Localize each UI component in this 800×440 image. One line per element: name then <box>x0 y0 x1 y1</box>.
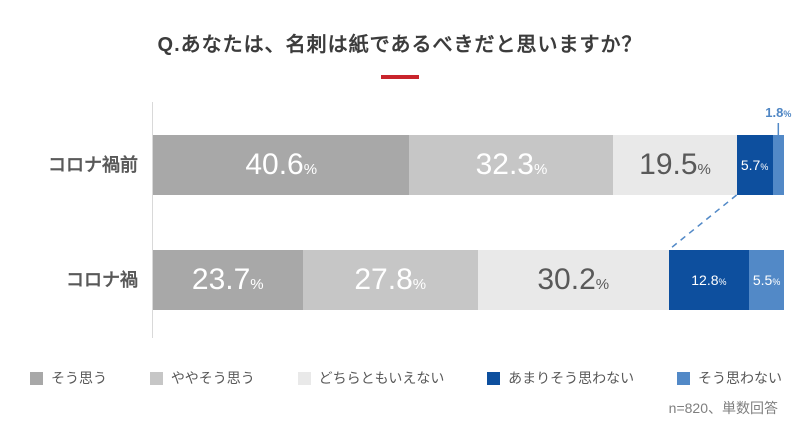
legend-swatch <box>487 371 501 385</box>
legend-item: そう思わない <box>676 368 782 388</box>
legend-label: どちらともいえない <box>318 370 445 386</box>
legend-label: そう思う <box>51 370 107 386</box>
bar-segment: 40.6% <box>153 135 410 195</box>
legend-label: そう思わない <box>697 370 782 386</box>
segment-value: 40.6% <box>245 148 318 181</box>
stacked-bar: 23.7% 27.8% 30.2% 12.8% 5.5% <box>153 250 784 310</box>
bar-row: コロナ禍前 40.6% 32.3% 19.5% 5.7% <box>0 135 784 195</box>
callout-label: 1.8% <box>765 105 792 120</box>
sample-note: n=820、単数回答 <box>668 400 778 416</box>
row-label: コロナ禍前 <box>48 155 138 175</box>
bar-row: コロナ禍 23.7% 27.8% 30.2% 12.8% 5.5% <box>0 250 784 310</box>
bar-segment: 12.8% <box>668 250 750 310</box>
legend-item: あまりそう思わない <box>487 368 634 388</box>
legend-swatch <box>149 371 163 385</box>
bar-segment: 19.5% <box>613 135 737 195</box>
segment-value: 27.8% <box>354 263 427 296</box>
segment-value: 5.7% <box>740 157 769 173</box>
legend-label: ややそう思う <box>170 370 255 386</box>
axis-line <box>152 102 153 338</box>
segment-value: 30.2% <box>537 263 610 296</box>
legend-item: どちらともいえない <box>297 368 445 388</box>
legend-label: あまりそう思わない <box>508 370 635 386</box>
bar-segment: 27.8% <box>302 250 478 310</box>
legend-swatch <box>30 371 43 385</box>
legend-item: そう思う <box>30 368 107 388</box>
connector-line <box>668 194 738 251</box>
segment-value: 32.3% <box>475 148 548 181</box>
legend-swatch <box>676 371 690 385</box>
page-title: Q.あなたは、名刺は紙であるべきだと思いますか？ <box>157 34 643 56</box>
bar-segment: 5.5% <box>749 250 784 310</box>
segment-value: 12.8% <box>691 272 727 288</box>
bar-segment: 30.2% <box>477 250 669 310</box>
stacked-bar: 40.6% 32.3% 19.5% 5.7% <box>153 135 784 195</box>
segment-value: 19.5% <box>639 148 711 181</box>
bar-segment <box>772 135 784 195</box>
legend: そう思う ややそう思う どちらともいえない あまりそう思わない そう思わない <box>30 368 782 388</box>
segment-value: 23.7% <box>191 263 264 296</box>
bar-segment: 5.7% <box>736 135 773 195</box>
row-label: コロナ禍 <box>66 270 138 290</box>
segment-value: 5.5% <box>752 272 781 288</box>
legend-swatch <box>297 371 311 385</box>
bar-segment: 32.3% <box>409 135 614 195</box>
bar-segment: 23.7% <box>153 250 303 310</box>
title-underline <box>381 75 419 79</box>
legend-item: ややそう思う <box>149 368 255 388</box>
